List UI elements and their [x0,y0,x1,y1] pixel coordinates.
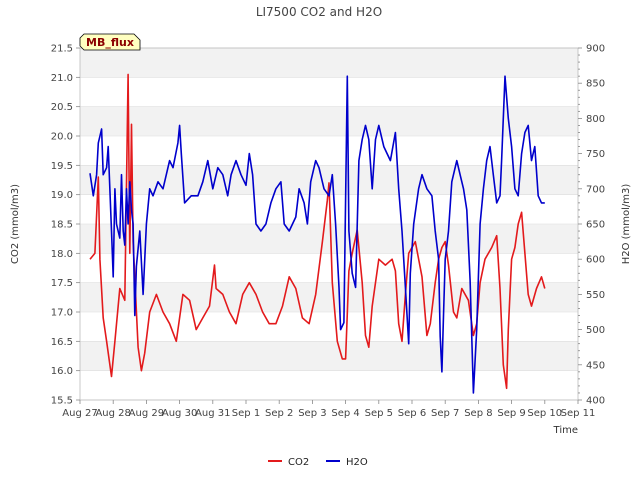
right-tick-label: 450 [586,360,605,371]
x-tick-label: Aug 27 [62,408,97,419]
left-tick-label: 20.5 [51,102,73,113]
x-tick-label: Sep 6 [398,408,426,419]
left-tick-label: 18.5 [51,220,73,231]
left-tick-label: 17.0 [51,308,73,319]
right-tick-label: 500 [586,325,605,336]
right-tick-label: 600 [586,255,605,266]
left-tick-label: 21.0 [51,73,73,84]
left-tick-label: 19.0 [51,190,73,201]
site-badge-box [79,33,141,51]
legend-h2o-label: H2O [346,457,368,468]
right-axis-label: H2O (mmol/m3) [621,184,632,265]
right-tick-label: 800 [586,114,605,125]
x-tick-label: Sep 5 [365,408,393,419]
x-tick-label: Aug 29 [129,408,164,419]
x-tick-label: Sep 4 [331,408,359,419]
right-tick-label: 650 [586,220,605,231]
x-tick-label: Sep 1 [232,408,260,419]
x-tick-label: Sep 10 [527,408,562,419]
right-tick-label: 850 [586,79,605,90]
x-tick-label: Sep 8 [464,408,492,419]
left-tick-label: 16.0 [51,366,73,377]
site-badge: MB_flux [79,33,141,51]
left-axis-ticks: 15.5 16.0 16.5 17.0 17.5 18.0 18.5 19.0 19.5 20.0… [51,44,80,407]
left-tick-label: 20.0 [51,132,73,143]
x-tick-label: Sep 7 [431,408,459,419]
x-tick-label: Sep 9 [497,408,525,419]
x-axis-label: Time [553,425,578,436]
right-tick-label: 900 [586,44,605,55]
legend-co2-label: CO2 [288,457,309,468]
series-layer [89,73,546,394]
right-tick-label: 750 [586,149,605,160]
left-tick-label: 21.5 [51,44,73,55]
background-bands [80,48,578,371]
left-tick-label: 15.5 [51,396,73,407]
right-tick-label: 550 [586,290,605,301]
site-badge-label: MB_flux [86,36,134,49]
background-band [80,282,578,312]
chart-title: LI7500 CO2 and H2O [256,5,382,19]
left-tick-label: 19.5 [51,161,73,172]
background-band [80,48,578,78]
background-band [80,224,578,254]
legend: CO2 H2O [268,457,368,468]
left-axis-label: CO2 (mmol/m3) [10,184,21,264]
background-band [80,341,578,371]
right-axis-ticks: 400 450 500 550 600 650 700 750 800 850 900 [578,44,605,407]
x-tick-label: Aug 31 [195,408,230,419]
right-tick-label: 700 [586,184,605,195]
x-tick-label: Sep 3 [298,408,326,419]
co2-series-line [89,73,546,390]
right-tick-label: 400 [586,396,605,407]
left-tick-label: 18.0 [51,249,73,260]
x-tick-label: Sep 11 [561,408,596,419]
h2o-series-line [89,75,545,394]
x-tick-label: Sep 2 [265,408,293,419]
background-band [80,106,578,136]
left-tick-label: 17.5 [51,278,73,289]
x-tick-label: Aug 30 [162,408,197,419]
left-tick-label: 16.5 [51,337,73,348]
x-tick-label: Aug 28 [95,408,130,419]
